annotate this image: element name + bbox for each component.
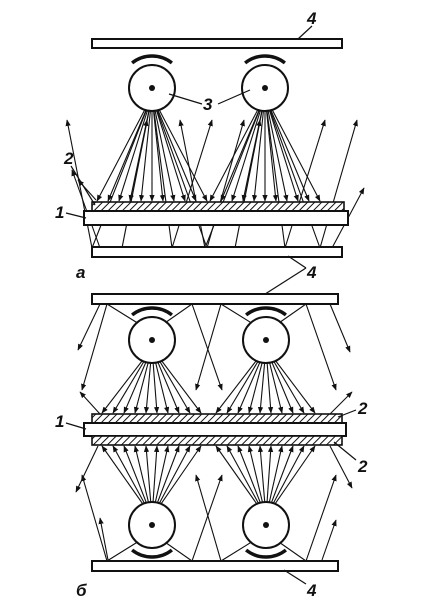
panel-a: 4 3 2 1 4 а xyxy=(55,9,365,297)
ray-a-0-8 xyxy=(151,95,186,202)
ray-a-0-4 xyxy=(138,95,153,202)
label-2-a: 2 xyxy=(63,149,74,168)
ray-a-0-9 xyxy=(151,95,197,202)
leader-2-a xyxy=(70,165,96,206)
edge-a-3 xyxy=(71,169,101,249)
lamp-b-top-left-filament xyxy=(149,337,155,343)
ray-a-0-10 xyxy=(151,95,208,202)
label-4-b: 4 xyxy=(306,581,317,600)
lamp-b-top-right-reflector xyxy=(245,306,287,317)
lamp-b-bottom-left-reflector xyxy=(131,548,173,559)
leader-4-b xyxy=(283,569,307,585)
lamp-b-bottom-left-filament xyxy=(149,522,155,528)
glass-b xyxy=(83,422,347,437)
lamp-a-left-reflector xyxy=(131,54,173,65)
label-4-top-a: 4 xyxy=(306,9,317,28)
edge-b-4 xyxy=(329,445,353,489)
ray-a-1-2 xyxy=(231,95,266,202)
ray-a-0-2 xyxy=(118,95,153,202)
edge-b-7 xyxy=(98,517,109,561)
coating-a xyxy=(91,201,345,212)
leader-2-bottom-b xyxy=(333,441,357,461)
panel-letter-a: а xyxy=(76,263,85,282)
ray-a-1-4 xyxy=(251,95,266,202)
coating-bottom-b xyxy=(91,435,343,446)
label-2-bottom-b: 2 xyxy=(357,457,368,476)
lamps-group-a xyxy=(128,54,289,112)
glass-a xyxy=(83,210,349,226)
label-1-a: 1 xyxy=(55,203,64,222)
label-4-bottom-a: 4 xyxy=(306,263,317,282)
ray-a-1-10 xyxy=(264,95,321,202)
ray-a-1-0 xyxy=(209,95,266,202)
lamp-a-left-filament xyxy=(149,85,155,91)
lamp-b-bottom-right-filament xyxy=(263,522,269,528)
lamp-b-bottom-right-reflector xyxy=(245,548,287,559)
ray-a-1-7 xyxy=(264,95,289,202)
edge-b-3 xyxy=(75,445,99,493)
mirror-bottom-a xyxy=(91,246,343,258)
mirror-top-a xyxy=(91,38,343,49)
leader-1-a xyxy=(65,212,87,219)
edge-b-6 xyxy=(329,391,353,415)
ray-a-0-0 xyxy=(96,95,153,202)
panel-letter-b: б xyxy=(76,581,87,600)
lamp-a-right-reflector xyxy=(244,54,286,65)
leader-4-top-a xyxy=(297,25,313,40)
leader-3-a-right xyxy=(217,89,251,105)
leader-2-top-b xyxy=(337,409,357,418)
ray-a-1-9 xyxy=(264,95,310,202)
leader-4-bottom-a-1 xyxy=(287,255,307,269)
panel-b: 1 2 2 4 б xyxy=(55,293,368,600)
lamp-b-top-right-filament xyxy=(263,337,269,343)
label-3-a: 3 xyxy=(203,95,213,114)
mirror-bottom-b xyxy=(91,560,339,572)
edge-b-2 xyxy=(329,303,351,353)
lamp-a-right-filament xyxy=(262,85,268,91)
ray-a-1-8 xyxy=(264,95,299,202)
edge-b-8 xyxy=(321,519,337,561)
leader-4-bottom-a-2 xyxy=(261,267,307,297)
leader-3-a-left xyxy=(168,93,203,105)
mirror-top-b xyxy=(91,293,339,305)
leader-1-b xyxy=(65,422,87,430)
ray-a-0-7 xyxy=(151,95,176,202)
label-2-top-b: 2 xyxy=(357,399,368,418)
lamp-b-top-left-reflector xyxy=(131,306,173,317)
edge-b-5 xyxy=(79,391,101,415)
label-1-b: 1 xyxy=(55,412,64,431)
lamps-group-b xyxy=(128,306,290,559)
edge-b-1 xyxy=(77,303,101,351)
coating-top-b xyxy=(91,413,343,424)
